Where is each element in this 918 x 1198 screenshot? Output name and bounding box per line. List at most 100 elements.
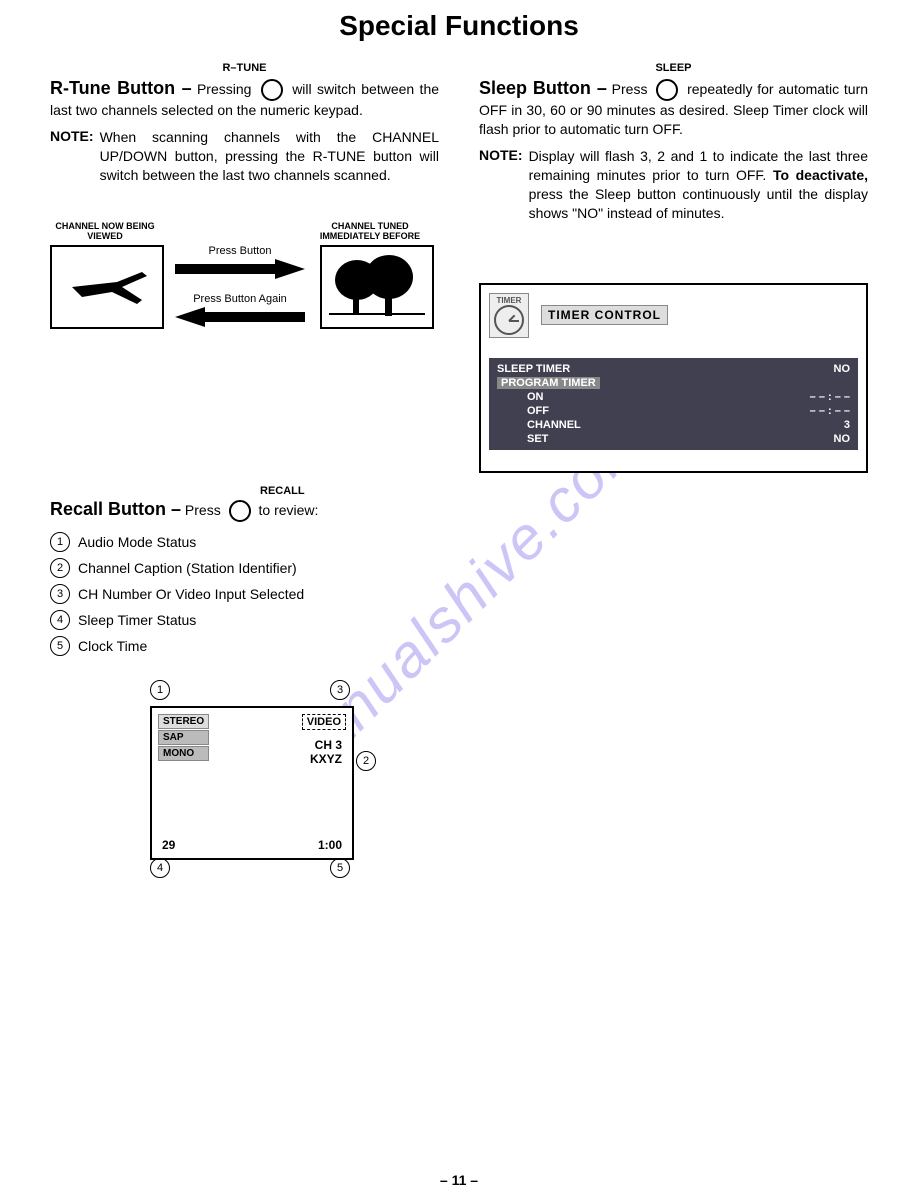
- recall-text-pre: Press: [185, 502, 221, 518]
- tv-screen-box: STEREO SAP MONO VIDEO CH 3 KXYZ 29 1:00: [150, 706, 354, 860]
- rtune-text-pre: Pressing: [197, 81, 251, 97]
- rtune-heading: R-Tune Button –: [50, 78, 192, 98]
- recall-item-1: 1 Audio Mode Status: [50, 532, 439, 552]
- recall-item-2: 2 Channel Caption (Station Identifier): [50, 558, 439, 578]
- off-label: OFF: [527, 405, 549, 417]
- arrow-bottom-holder: Press Button Again: [175, 293, 305, 327]
- recall-item-5-text: Clock Time: [78, 638, 147, 654]
- rtune-note: NOTE: When scanning channels with the CH…: [50, 128, 439, 185]
- rtune-note-text: When scanning channels with the CHANNEL …: [100, 128, 439, 185]
- plane-icon: [62, 262, 152, 312]
- recall-small-label: RECALL: [260, 485, 439, 497]
- timer-icon-label: TIMER: [497, 296, 522, 305]
- diag-box-plane: [50, 245, 164, 329]
- timer-table: SLEEP TIMER NO PROGRAM TIMER ON – – : – …: [489, 358, 858, 450]
- right-column: SLEEP Sleep Button – Press repeatedly fo…: [479, 62, 868, 896]
- recall-tv-diagram: 1 3 2 4 5 STEREO SAP MONO VIDEO CH 3 KXY…: [130, 686, 390, 896]
- recall-section: RECALL Recall Button – Press to review: …: [50, 485, 439, 896]
- timer-icon-box: TIMER: [489, 293, 529, 338]
- channel-text: CH 3 KXYZ: [310, 738, 342, 766]
- sleep-note: NOTE: Display will flash 3, 2 and 1 to i…: [479, 147, 868, 223]
- num-4: 4: [50, 610, 70, 630]
- rtune-small-label: R–TUNE: [50, 62, 439, 74]
- recall-item-2-text: Channel Caption (Station Identifier): [78, 560, 297, 576]
- on-label: ON: [527, 391, 544, 403]
- sleep-timer-row: SLEEP TIMER NO: [497, 362, 850, 376]
- program-timer-label: PROGRAM TIMER: [497, 377, 600, 389]
- sleep-paragraph: Sleep Button – Press repeatedly for auto…: [479, 76, 868, 139]
- main-columns: R–TUNE R-Tune Button – Pressing will swi…: [0, 62, 918, 896]
- sleep-status: 29: [162, 838, 175, 852]
- set-val: NO: [834, 433, 851, 445]
- channel-label: CHANNEL: [527, 419, 581, 431]
- timer-header: TIMER TIMER CONTROL: [489, 293, 858, 338]
- arrow-top-holder: Press Button: [175, 245, 305, 279]
- recall-item-1-text: Audio Mode Status: [78, 534, 196, 550]
- callout-5: 5: [330, 858, 350, 878]
- clock-icon: [494, 305, 524, 335]
- sleep-note-text: Display will flash 3, 2 and 1 to indicat…: [529, 147, 868, 223]
- left-column: R–TUNE R-Tune Button – Pressing will swi…: [50, 62, 439, 896]
- sleep-timer-label: SLEEP TIMER: [497, 363, 570, 375]
- num-1: 1: [50, 532, 70, 552]
- on-val: – – : – –: [810, 391, 850, 403]
- arrow-bottom-label: Press Button Again: [193, 293, 287, 305]
- recall-item-5: 5 Clock Time: [50, 636, 439, 656]
- arrow-right-icon: [175, 259, 305, 279]
- diag-box-tree: [320, 245, 434, 329]
- num-3: 3: [50, 584, 70, 604]
- channel-val: 3: [844, 419, 850, 431]
- diag-caption-right: CHANNEL TUNED IMMEDIATELY BEFORE: [310, 221, 430, 241]
- sleep-note-label: NOTE:: [479, 147, 523, 223]
- audio-mode-box: STEREO SAP MONO: [158, 714, 209, 762]
- recall-item-3-text: CH Number Or Video Input Selected: [78, 586, 304, 602]
- page-number: – 11 –: [0, 1172, 918, 1188]
- rtune-paragraph: R-Tune Button – Pressing will switch bet…: [50, 76, 439, 120]
- recall-item-4: 4 Sleep Timer Status: [50, 610, 439, 630]
- clock-time: 1:00: [318, 838, 342, 852]
- recall-text-post: to review:: [259, 502, 319, 518]
- recall-list: 1 Audio Mode Status 2 Channel Caption (Sta…: [50, 532, 439, 656]
- sleep-timer-val: NO: [834, 363, 851, 375]
- set-row: SET NO: [497, 432, 850, 446]
- sap-label: SAP: [158, 730, 209, 745]
- sleep-heading: Sleep Button –: [479, 78, 607, 98]
- station-id: KXYZ: [310, 752, 342, 766]
- sleep-button-icon: [656, 79, 678, 101]
- callout-1: 1: [150, 680, 170, 700]
- recall-item-3: 3 CH Number Or Video Input Selected: [50, 584, 439, 604]
- page-title: Special Functions: [0, 10, 918, 42]
- callout-4: 4: [150, 858, 170, 878]
- diag-caption-left: CHANNEL NOW BEING VIEWED: [45, 221, 165, 241]
- timer-control-panel: TIMER TIMER CONTROL SLEEP TIMER NO PROGR…: [479, 283, 868, 473]
- arrow-left-icon: [175, 307, 305, 327]
- off-val: – – : – –: [810, 405, 850, 417]
- arrow-top-label: Press Button: [209, 245, 272, 257]
- sleep-text-pre: Press: [612, 81, 648, 97]
- sleep-note-text-2: press the Sleep button continuously unti…: [529, 186, 868, 221]
- channel-row: CHANNEL 3: [497, 418, 850, 432]
- recall-button-icon: [229, 500, 251, 522]
- num-2: 2: [50, 558, 70, 578]
- tree-icon: [327, 252, 427, 322]
- stereo-label: STEREO: [158, 714, 209, 729]
- sleep-note-bold: To deactivate,: [773, 167, 868, 183]
- callout-2: 2: [356, 751, 376, 771]
- rtune-note-label: NOTE:: [50, 128, 94, 185]
- mono-label: MONO: [158, 746, 209, 761]
- on-row: ON – – : – –: [497, 390, 850, 404]
- recall-item-4-text: Sleep Timer Status: [78, 612, 196, 628]
- recall-heading: Recall Button –: [50, 499, 181, 519]
- set-label: SET: [527, 433, 548, 445]
- rtune-button-icon: [261, 79, 283, 101]
- recall-line: Recall Button – Press to review:: [50, 499, 439, 522]
- ch-number: CH 3: [310, 738, 342, 752]
- rtune-diagram: CHANNEL NOW BEING VIEWED CHANNEL TUNED I…: [50, 245, 439, 375]
- program-timer-row: PROGRAM TIMER: [497, 376, 850, 390]
- off-row: OFF – – : – –: [497, 404, 850, 418]
- sleep-small-label: SLEEP: [479, 62, 868, 74]
- callout-3: 3: [330, 680, 350, 700]
- video-label: VIDEO: [302, 714, 346, 730]
- timer-title: TIMER CONTROL: [541, 305, 668, 325]
- num-5: 5: [50, 636, 70, 656]
